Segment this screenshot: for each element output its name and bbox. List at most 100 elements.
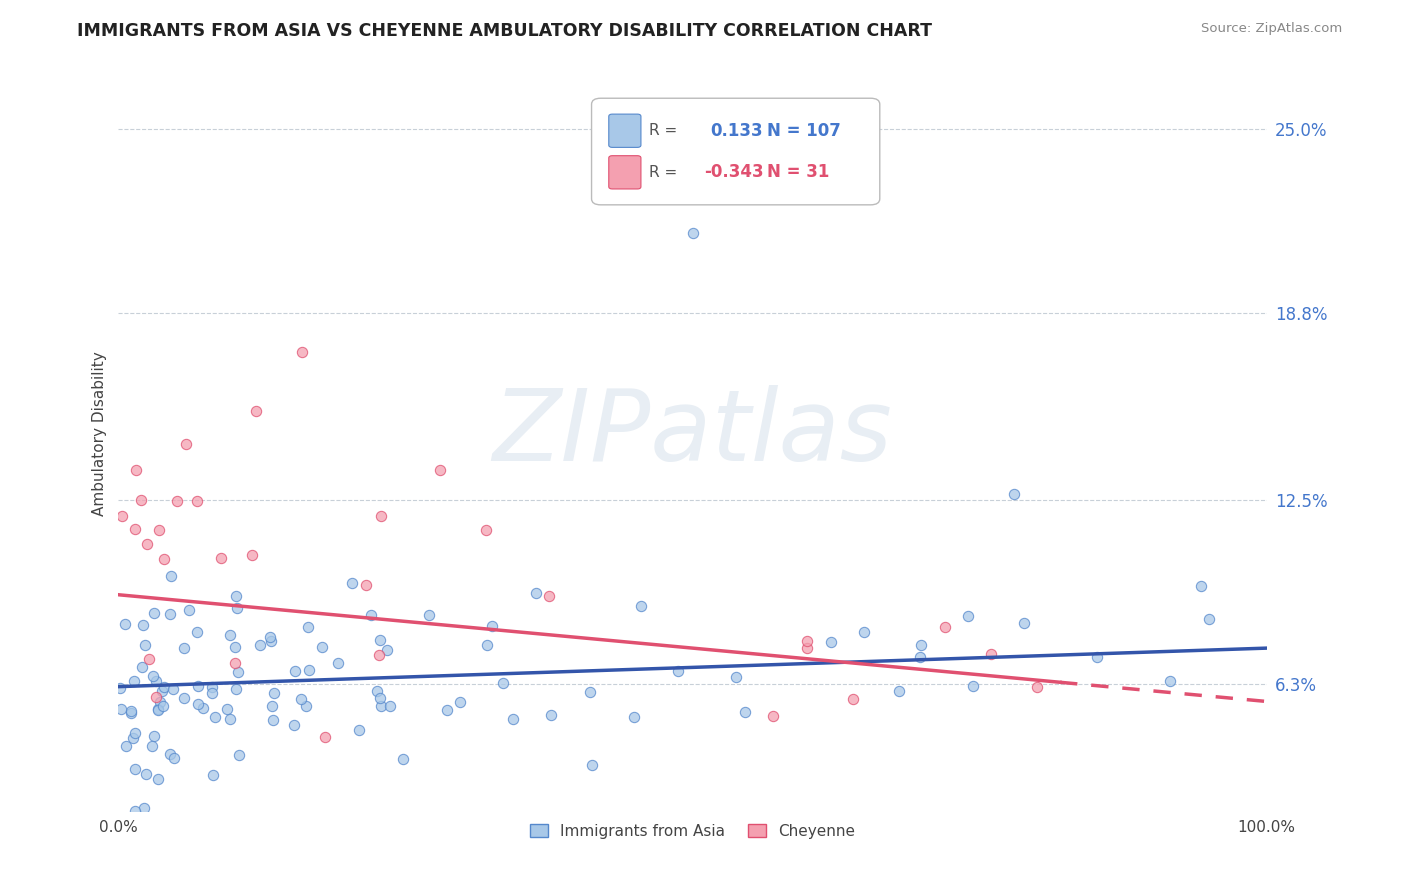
Point (537, 589, 560, 603)
FancyBboxPatch shape (592, 98, 880, 205)
Point (980, 647, 1002, 661)
Point (191, 700, 214, 714)
Point (122, 731, 145, 746)
Point (581, 757, 603, 772)
Point (295, 699, 318, 714)
Point (110, 702, 132, 716)
Point (153, 680, 176, 694)
Point (526, 586, 548, 600)
Point (186, 625, 208, 640)
Legend: Immigrants from Asia, Cheyenne: Immigrants from Asia, Cheyenne (523, 818, 862, 845)
Point (228, 748, 250, 763)
Point (115, 739, 138, 753)
Point (436, 702, 458, 716)
Point (131, 492, 153, 507)
Point (370, 508, 392, 523)
Point (375, 642, 398, 657)
Text: N = 107: N = 107 (768, 121, 841, 140)
Text: R =: R = (650, 123, 678, 138)
Point (481, 618, 503, 632)
Point (492, 676, 515, 690)
Point (263, 686, 285, 700)
Point (202, 768, 225, 782)
Point (218, 628, 240, 642)
Point (934, 620, 956, 634)
Text: R =: R = (650, 165, 678, 180)
Point (368, 690, 391, 705)
Point (259, 630, 281, 644)
Point (224, 640, 246, 654)
Point (311, 640, 333, 655)
Point (187, 679, 209, 693)
Point (142, 668, 165, 682)
Point (340, 576, 363, 591)
Point (159, 747, 181, 761)
Point (148, 702, 170, 716)
Point (149, 695, 172, 709)
Point (122, 673, 145, 688)
Point (962, 680, 984, 694)
Point (262, 713, 284, 727)
Point (124, 762, 146, 776)
Point (124, 726, 146, 740)
Point (173, 641, 195, 656)
Point (889, 684, 911, 698)
Point (142, 607, 165, 621)
Point (162, 682, 184, 697)
Point (201, 686, 224, 700)
Point (796, 641, 818, 656)
Text: ZIPatlas: ZIPatlas (492, 384, 893, 482)
Point (225, 682, 247, 697)
Point (249, 639, 271, 653)
Point (166, 494, 188, 508)
Point (1198, 612, 1220, 626)
Point (173, 690, 195, 705)
Point (540, 707, 562, 722)
Point (796, 633, 818, 648)
Point (1012, 615, 1035, 630)
Point (124, 804, 146, 818)
Point (298, 663, 321, 677)
Point (135, 766, 157, 780)
Point (132, 617, 155, 632)
Point (201, 681, 224, 695)
Point (910, 638, 932, 652)
Point (260, 699, 283, 714)
Point (134, 638, 156, 652)
Point (908, 650, 931, 665)
Point (179, 603, 201, 617)
Point (215, 702, 238, 716)
Point (124, 522, 146, 536)
Point (283, 718, 305, 732)
Point (734, 705, 756, 719)
Point (148, 772, 170, 786)
Point (1189, 579, 1212, 593)
Point (297, 620, 319, 634)
Point (418, 607, 440, 622)
Point (143, 729, 166, 743)
Point (138, 652, 160, 666)
Point (228, 665, 250, 680)
Text: -0.343: -0.343 (704, 163, 763, 181)
Point (314, 730, 336, 744)
Point (429, 463, 451, 477)
Point (226, 601, 249, 615)
Point (378, 699, 401, 714)
Point (153, 552, 176, 566)
Point (370, 698, 392, 713)
Point (120, 704, 142, 718)
Point (150, 684, 173, 698)
Point (1159, 673, 1181, 688)
Point (163, 751, 186, 765)
Point (392, 752, 415, 766)
Point (148, 523, 170, 537)
Point (842, 691, 865, 706)
Point (682, 226, 704, 240)
Point (120, 706, 142, 721)
Point (209, 550, 232, 565)
Point (160, 569, 183, 583)
Point (502, 712, 524, 726)
Point (347, 723, 370, 737)
Point (131, 660, 153, 674)
Text: Source: ZipAtlas.com: Source: ZipAtlas.com (1202, 22, 1343, 36)
